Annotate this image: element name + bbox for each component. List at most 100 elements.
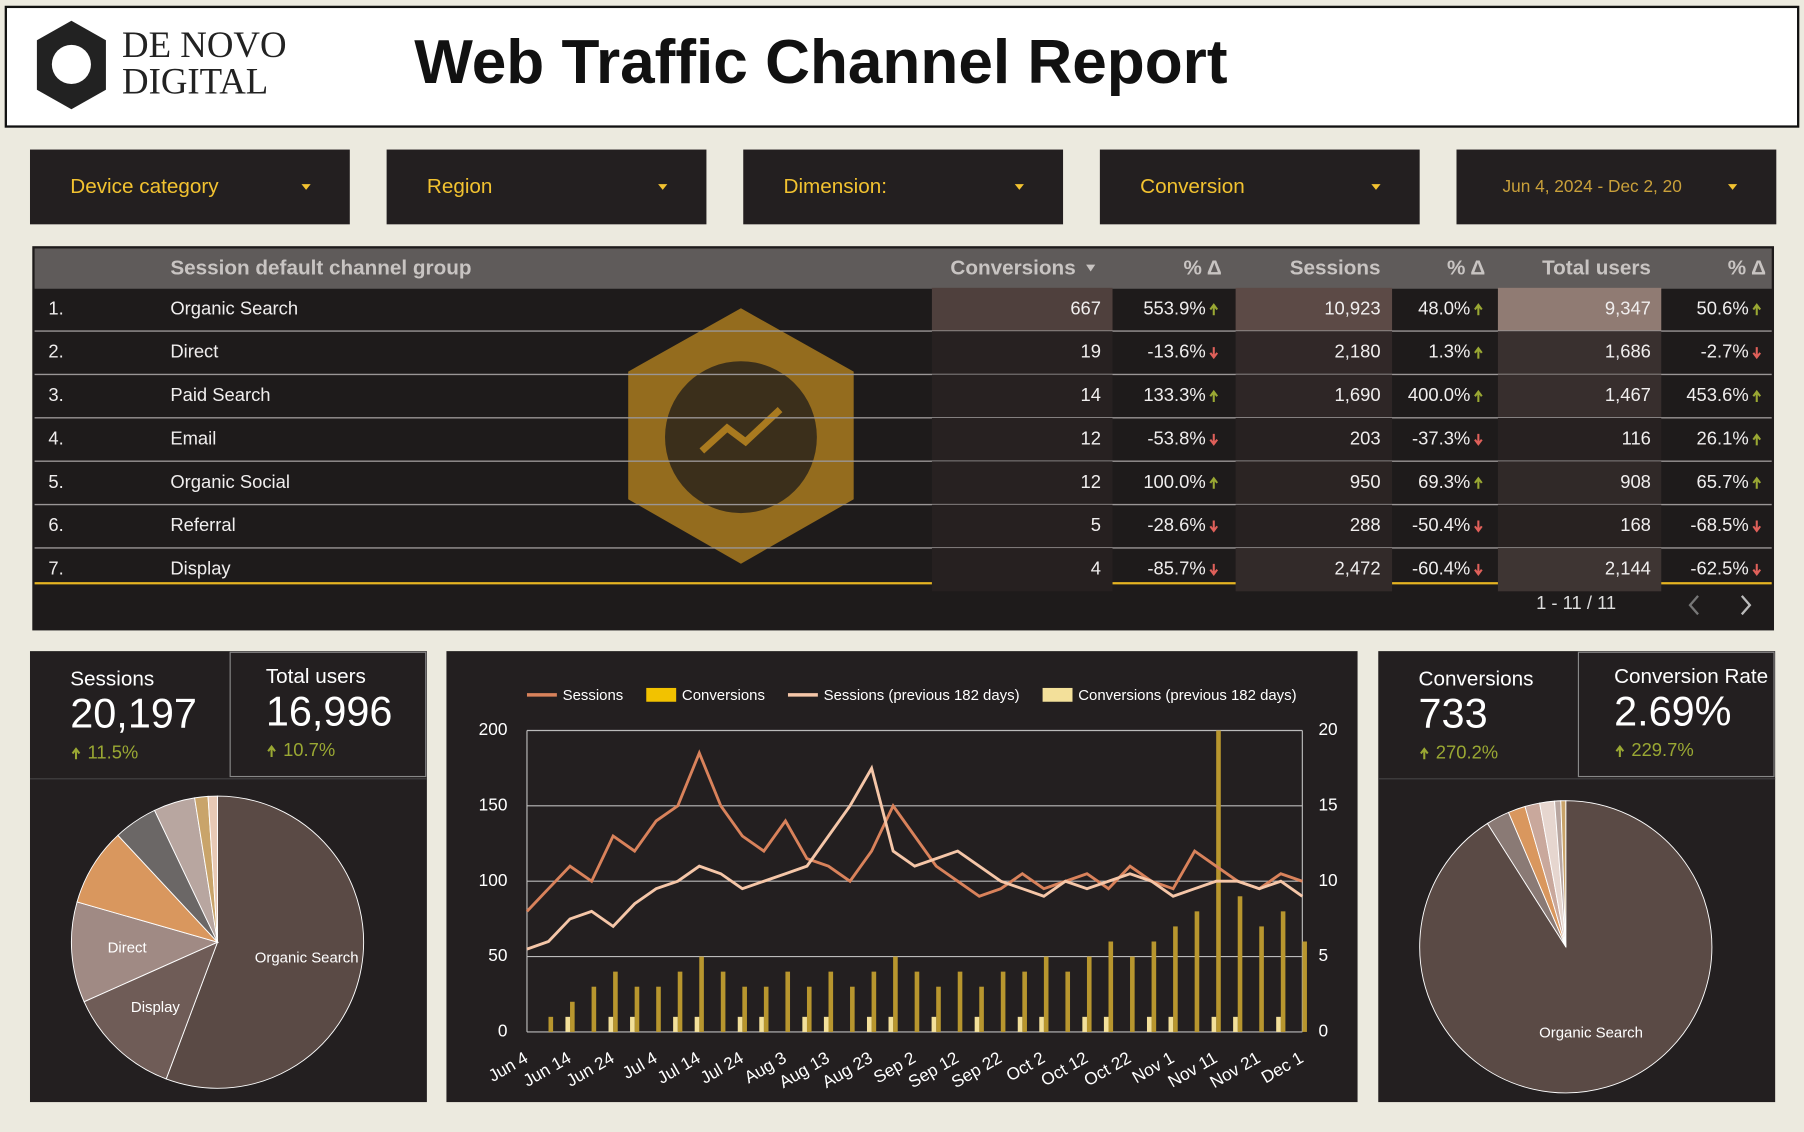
column-header: % Δ <box>1184 257 1222 280</box>
card-border <box>229 651 427 778</box>
filter-dropdown[interactable] <box>1456 149 1777 225</box>
table-cell: 1.3% <box>1428 341 1470 362</box>
table-cell: 553.9% <box>1143 297 1205 318</box>
filter-dropdown[interactable] <box>29 149 350 225</box>
arrow-up <box>1752 303 1762 316</box>
conversion-bar <box>613 971 618 1032</box>
conversion-bar <box>806 986 812 1032</box>
filter-label: Device category <box>70 175 219 198</box>
next-page[interactable] <box>1740 595 1752 616</box>
conversion-bar <box>742 986 747 1032</box>
card-change: 11.5% <box>88 741 139 762</box>
y2-tick-label: 10 <box>1318 870 1337 890</box>
cell-heat <box>1235 504 1393 548</box>
table-cell: 1,690 <box>1335 384 1381 405</box>
arrow-down <box>1474 563 1483 577</box>
conversion-bar <box>591 986 597 1032</box>
table-cell: 12 <box>1081 471 1101 492</box>
conversion-bar <box>1194 911 1200 1032</box>
dropdown-caret <box>301 184 311 190</box>
arrow-up <box>1615 744 1625 757</box>
table-header <box>34 248 1772 289</box>
conversion-bar <box>720 971 726 1032</box>
filter-label: Jun 4, 2024 - Dec 2, 20 <box>1503 176 1682 196</box>
conversion-bar <box>1211 1016 1217 1032</box>
card-value: 20,197 <box>70 691 197 737</box>
arrow-up <box>1474 303 1483 316</box>
conversion-bar <box>1233 1016 1238 1032</box>
arrow-down <box>1474 520 1483 533</box>
conversion-bar <box>1065 971 1071 1032</box>
conversion-bar <box>1280 911 1286 1032</box>
column-header: Sessions <box>1290 257 1381 280</box>
conversion-bar <box>979 986 984 1032</box>
y-tick-label: 50 <box>488 945 507 965</box>
prev-page[interactable] <box>1688 595 1699 616</box>
conversion-bar <box>914 971 920 1032</box>
arrow-up <box>1752 433 1762 446</box>
arrow-down <box>1752 563 1762 577</box>
cell-heat <box>1235 548 1393 592</box>
arrow-up <box>1474 389 1483 402</box>
y2-tick-label: 5 <box>1318 945 1328 965</box>
arrow-up <box>267 744 276 757</box>
filter-dropdown[interactable] <box>386 149 707 225</box>
table-cell: -85.7% <box>1147 558 1205 579</box>
legend-label: Sessions <box>563 687 624 704</box>
filter-label: Conversion <box>1140 175 1245 198</box>
conversion-bar <box>1276 1016 1281 1032</box>
table-cell: 19 <box>1081 341 1101 362</box>
table-cell: 133.3% <box>1143 384 1205 405</box>
pie-label: Organic Search <box>1539 1025 1643 1042</box>
cell-heat <box>931 287 1113 332</box>
conversion-bar <box>1082 1016 1087 1032</box>
conversion-bar <box>871 971 877 1032</box>
logo-text: DE NOVO <box>122 24 287 65</box>
arrow-up <box>1209 476 1219 489</box>
legend-swatch <box>646 687 677 702</box>
cell-heat <box>1497 417 1662 462</box>
column-header: Total users <box>1542 257 1651 280</box>
table-cell: 48.0% <box>1418 297 1470 318</box>
cell-heat <box>1497 287 1662 332</box>
dropdown-caret <box>1371 184 1381 190</box>
arrow-up <box>1752 476 1762 489</box>
filter-dropdown[interactable] <box>1099 149 1420 225</box>
dropdown-caret <box>658 184 668 190</box>
legend-label: Sessions (previous 182 days) <box>824 687 1020 704</box>
conversion-bar <box>630 1016 635 1032</box>
table-cell: 4 <box>1091 558 1101 579</box>
arrow-up <box>71 747 81 760</box>
y-tick-label: 100 <box>479 870 508 890</box>
table-cell: -60.4% <box>1412 558 1470 579</box>
conversion-bar <box>1151 941 1157 1032</box>
cell-heat <box>931 417 1113 462</box>
table-cell: Email <box>170 427 216 448</box>
cell-heat <box>1235 331 1393 375</box>
pie-slice <box>1560 800 1567 947</box>
filter-dropdown[interactable] <box>743 149 1064 225</box>
conversion-bar <box>1086 956 1092 1032</box>
table-cell: Paid Search <box>170 384 270 405</box>
table-cell: Organic Social <box>170 471 290 492</box>
table-cell: 5. <box>48 471 63 492</box>
table-cell: 9,347 <box>1605 297 1651 318</box>
card-border <box>1577 651 1775 778</box>
table-cell: 26.1% <box>1697 427 1749 448</box>
conversion-bar <box>1146 1016 1152 1032</box>
card-label: Conversions <box>1419 667 1534 690</box>
conversion-bar <box>957 971 963 1032</box>
pagination: 1 - 11 / 11 <box>1536 592 1616 613</box>
table-cell: 453.6% <box>1686 384 1748 405</box>
table-cell: Organic Search <box>170 297 298 318</box>
conversion-bar <box>677 971 683 1032</box>
cell-heat <box>931 374 1113 418</box>
cell-heat <box>931 461 1113 505</box>
cell-heat <box>1497 548 1662 592</box>
table-cell: 14 <box>1081 384 1101 405</box>
arrow-up <box>1209 389 1219 402</box>
table-cell: 2. <box>48 341 63 362</box>
y2-tick-label: 0 <box>1318 1020 1328 1040</box>
card-change: 229.7% <box>1631 739 1693 760</box>
arrow-down <box>1752 347 1762 360</box>
